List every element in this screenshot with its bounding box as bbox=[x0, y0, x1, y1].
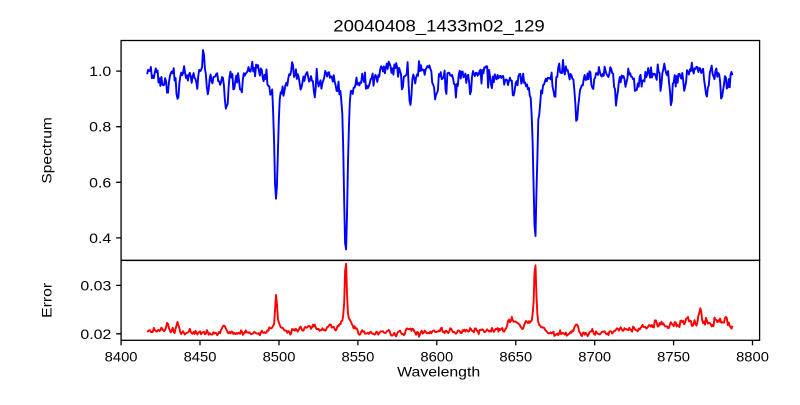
svg-text:Spectrum: Spectrum bbox=[40, 117, 56, 184]
svg-text:20040408_1433m02_129: 20040408_1433m02_129 bbox=[333, 16, 545, 35]
svg-text:0.02: 0.02 bbox=[80, 327, 111, 343]
svg-text:8400: 8400 bbox=[105, 349, 138, 365]
svg-text:0.6: 0.6 bbox=[89, 175, 111, 191]
svg-text:0.8: 0.8 bbox=[89, 120, 111, 136]
svg-text:8550: 8550 bbox=[342, 349, 375, 365]
svg-text:0.4: 0.4 bbox=[89, 231, 111, 247]
svg-text:0.03: 0.03 bbox=[80, 278, 111, 294]
svg-text:8500: 8500 bbox=[263, 349, 296, 365]
svg-text:1.0: 1.0 bbox=[89, 64, 111, 80]
svg-text:Wavelength: Wavelength bbox=[397, 364, 480, 380]
svg-text:8650: 8650 bbox=[499, 349, 532, 365]
svg-text:8750: 8750 bbox=[657, 349, 690, 365]
svg-text:8600: 8600 bbox=[420, 349, 453, 365]
svg-text:Error: Error bbox=[40, 283, 56, 318]
svg-text:8450: 8450 bbox=[184, 349, 217, 365]
svg-text:8700: 8700 bbox=[578, 349, 611, 365]
svg-text:8800: 8800 bbox=[736, 349, 769, 365]
